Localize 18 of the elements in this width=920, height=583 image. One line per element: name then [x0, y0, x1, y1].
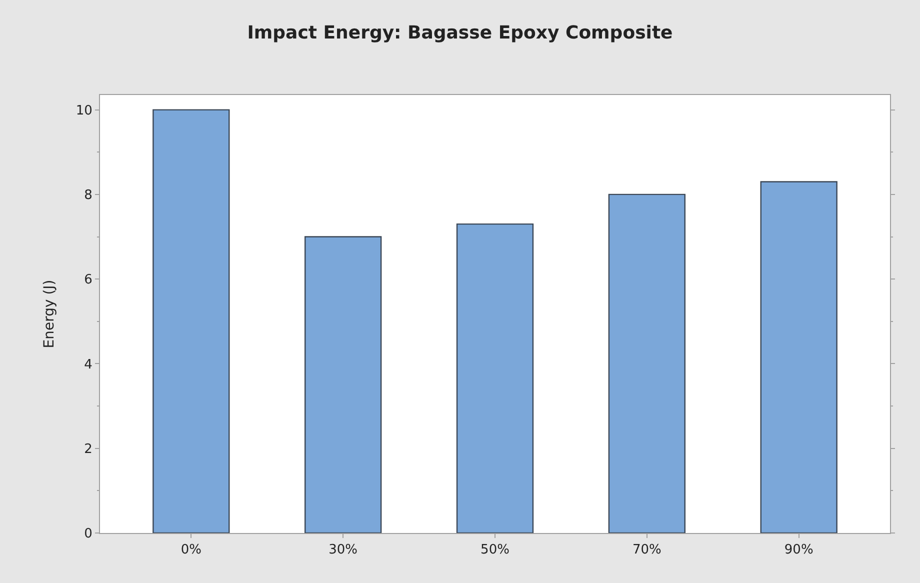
- bar: [304, 236, 382, 533]
- y-tick-label: 10: [76, 103, 92, 118]
- y-tick-label: 2: [84, 442, 92, 457]
- bar: [760, 181, 838, 533]
- y-tick-label: 6: [84, 272, 92, 288]
- y-axis-title: Energy (J): [41, 280, 58, 348]
- x-tick-label: 50%: [480, 542, 510, 558]
- x-tick-label: 90%: [784, 542, 814, 558]
- y-tick-label: 4: [84, 357, 92, 372]
- bar: [608, 194, 686, 533]
- x-tick-label: 70%: [632, 542, 662, 558]
- chart-title: Impact Energy: Bagasse Epoxy Composite: [247, 22, 673, 44]
- bar: [456, 223, 534, 533]
- y-tick-label: 0: [84, 526, 92, 542]
- bar: [152, 109, 230, 533]
- x-tick-label: 0%: [180, 542, 202, 558]
- y-tick-label: 8: [84, 188, 92, 203]
- x-tick-label: 30%: [328, 542, 358, 558]
